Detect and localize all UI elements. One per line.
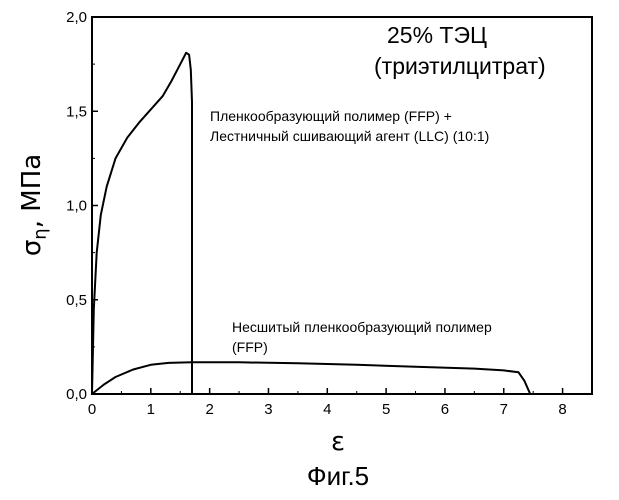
series-line-crosslinked bbox=[92, 53, 192, 394]
x-tick-label: 1 bbox=[147, 401, 155, 418]
y-tick-label: 1,5 bbox=[66, 103, 87, 120]
x-axis-label: ε bbox=[331, 427, 345, 457]
x-axis-ticks: 0 1 2 3 4 5 6 7 8 bbox=[88, 388, 567, 418]
x-tick-label: 5 bbox=[382, 401, 390, 418]
x-tick-label: 7 bbox=[500, 401, 508, 418]
y-tick-label: 1,0 bbox=[66, 198, 87, 215]
y-axis-label: ση, МПа bbox=[17, 154, 51, 256]
x-tick-label: 8 bbox=[558, 401, 566, 418]
corner-title-line-2: (триэтилцитрат) bbox=[374, 53, 546, 79]
y-tick-label: 0,0 bbox=[66, 386, 87, 403]
annotation-crosslinked-line-1: Пленкообразующий полимер (FFP) + bbox=[210, 108, 452, 124]
annotation-uncrosslinked-line-1: Несшитый пленкообразующий полимер bbox=[232, 319, 492, 335]
x-tick-label: 0 bbox=[88, 401, 96, 418]
y-axis-label-subscript: η bbox=[30, 228, 51, 239]
series-layer bbox=[92, 53, 530, 394]
y-axis-label-unit: , МПа bbox=[17, 154, 47, 228]
y-tick-label: 2,0 bbox=[66, 9, 87, 26]
annotation-crosslinked-line-2: Лестничный сшивающий агент (LLC) (10:1) bbox=[210, 128, 489, 144]
series-line-uncrosslinked bbox=[92, 362, 530, 394]
x-tick-label: 3 bbox=[264, 401, 272, 418]
corner-title-line-1: 25% ТЭЦ bbox=[387, 22, 487, 48]
y-axis-label-symbol: σ bbox=[17, 240, 47, 256]
x-tick-label: 6 bbox=[441, 401, 449, 418]
figure-caption: Фиг.5 bbox=[307, 461, 369, 491]
x-tick-label: 4 bbox=[323, 401, 331, 418]
y-tick-label: 0,5 bbox=[66, 292, 87, 309]
x-tick-label: 2 bbox=[205, 401, 213, 418]
annotation-uncrosslinked-line-2: (FFP) bbox=[232, 339, 268, 355]
